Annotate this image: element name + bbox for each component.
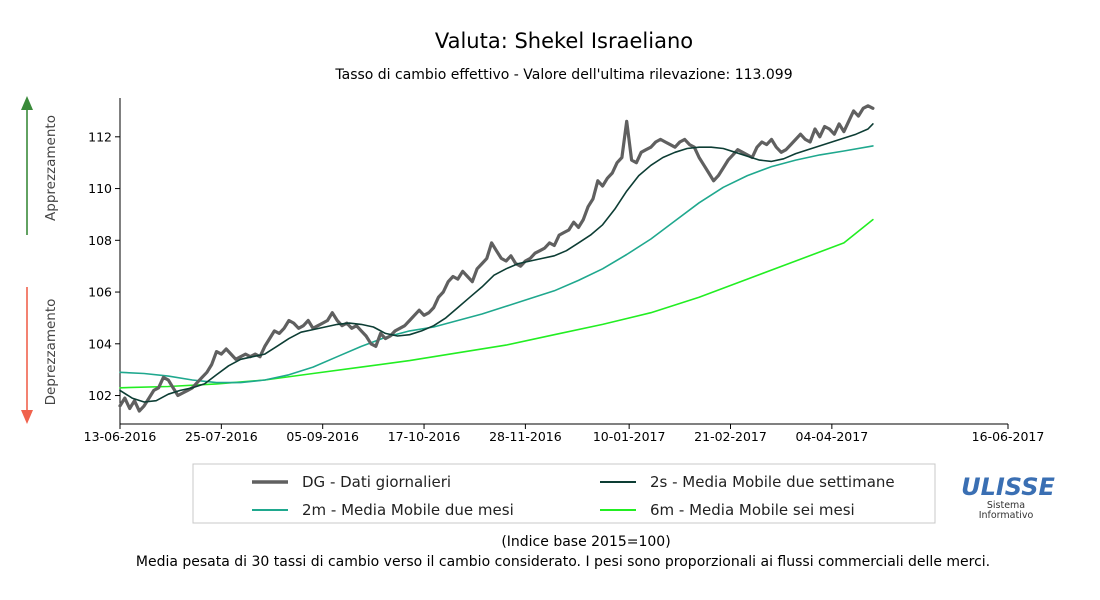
series-layer [118,104,875,413]
x-tick-label: 21-02-2017 [694,429,767,444]
x-tick-label: 17-10-2016 [388,429,461,444]
legend-box [192,463,936,524]
x-tick-label: 25-07-2016 [185,429,258,444]
footer-base-index: (Indice base 2015=100) [501,534,670,550]
x-tick-label: 05-09-2016 [286,429,359,444]
depreciation-indicator: Deprezzamento [21,287,59,424]
y-tick-label: 102 [88,388,112,403]
y-tick-label: 106 [88,285,112,300]
footer-description: Media pesata di 30 tassi di cambio verso… [136,554,990,570]
y-tick-label: 110 [88,181,112,196]
y-axis-ticks: 102 104 106 108 110 112 [88,129,120,403]
y-tick-label: 112 [88,129,112,144]
series-line-s2 [119,123,874,403]
down-arrow-icon [21,410,33,424]
x-tick-label: 28-11-2016 [489,429,562,444]
chart-title: Valuta: Shekel Israeliano [435,29,693,53]
x-tick-label: 10-01-2017 [593,429,666,444]
legend-label-m2: 2m - Media Mobile due mesi [302,501,514,519]
x-tick-label: 04-04-2017 [796,429,869,444]
x-tick-label: 13-06-2016 [84,429,157,444]
up-arrow-icon [21,96,33,110]
logo-line1: Sistema [987,500,1025,511]
series-line-m2 [119,145,874,384]
ulisse-logo: ULISSE Sistema Informativo [961,473,1055,521]
legend-label-m6: 6m - Media Mobile sei mesi [650,501,855,519]
legend: DG - Dati giornalieri 2s - Media Mobile d… [252,473,895,519]
chart-axes [119,98,1008,425]
x-tick-label: 16-06-2017 [972,429,1045,444]
legend-label-dg: DG - Dati giornalieri [302,473,451,491]
depreciation-label: Deprezzamento [43,299,59,406]
series-line-dg [118,104,875,413]
y-tick-label: 104 [88,336,112,351]
x-axis-ticks: 13-06-2016 25-07-2016 05-09-2016 17-10-2016… [84,424,1045,444]
logo-name: ULISSE [961,473,1055,501]
legend-label-s2: 2s - Media Mobile due settimane [650,473,895,491]
appreciation-indicator: Apprezzamento [21,96,59,235]
y-tick-label: 108 [88,233,112,248]
logo-line2: Informativo [979,510,1034,521]
appreciation-label: Apprezzamento [43,115,59,221]
chart-subtitle: Tasso di cambio effettivo - Valore dell'… [334,67,792,83]
